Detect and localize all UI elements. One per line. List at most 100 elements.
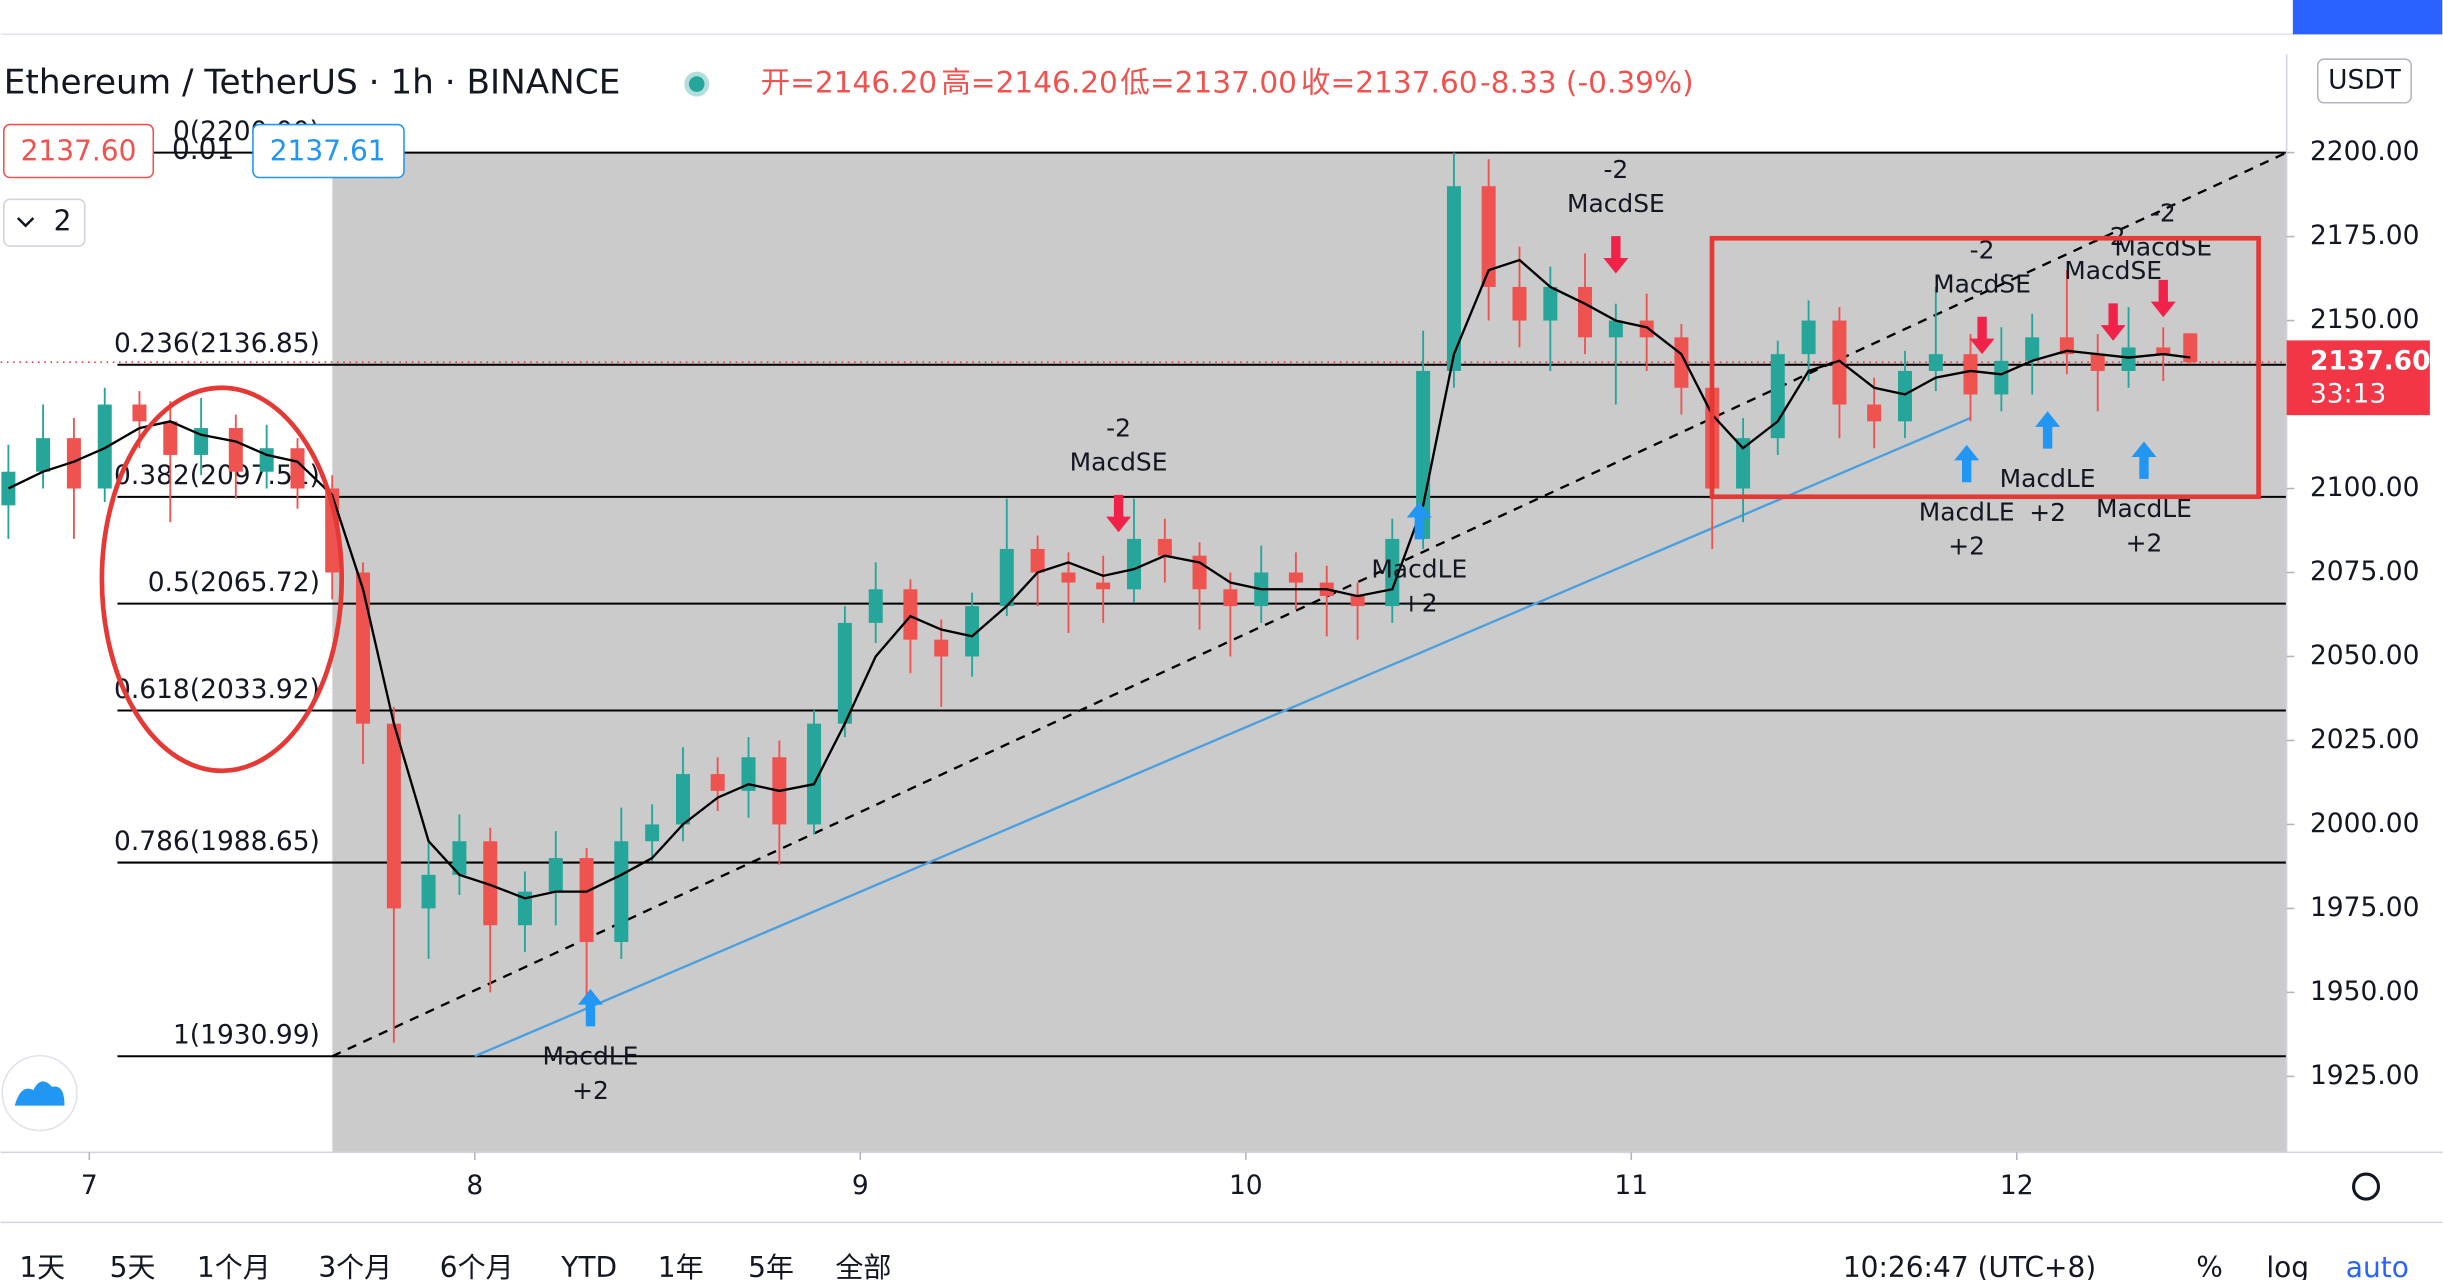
x-tick-label: 8 — [466, 1170, 483, 1201]
candle-body — [1801, 320, 1816, 355]
candle-body — [2090, 354, 2105, 371]
indicator-count: 2 — [54, 205, 72, 238]
candle-body — [356, 572, 371, 724]
highlight-ellipse — [99, 385, 345, 774]
candle-body — [483, 841, 498, 926]
fib-background — [332, 152, 2287, 1153]
candle-body — [645, 824, 660, 842]
candle-body — [1543, 286, 1558, 321]
candle-body — [1157, 538, 1172, 556]
candle-body — [2156, 347, 2171, 355]
candle-body — [579, 858, 594, 943]
logo-icon — [14, 1081, 65, 1106]
candle-body — [36, 438, 51, 472]
y-tick-label: 1950.00 — [2310, 976, 2419, 1007]
spread: 0.01 — [172, 133, 234, 166]
candle-body — [1897, 370, 1912, 422]
publish-button[interactable] — [2292, 0, 2443, 35]
signal-arrow — [1969, 316, 1995, 355]
candle-body — [1030, 548, 1045, 573]
candle-body — [1736, 438, 1751, 489]
range-button[interactable]: 3个月 — [318, 1251, 392, 1280]
signal-kind: MacdLE — [1919, 497, 2015, 526]
signal-arrow — [1406, 501, 1432, 540]
candle-body — [1608, 320, 1623, 338]
indicator-toggle[interactable] — [3, 198, 86, 247]
candle-body — [66, 438, 81, 489]
ohlc-value: -8.33 (-0.39%) — [1480, 66, 1694, 100]
candle-body — [1832, 320, 1847, 405]
bid-box[interactable] — [3, 123, 155, 179]
fib-label: 1(1930.99) — [173, 1020, 320, 1051]
candle-body — [1481, 186, 1496, 287]
candle-body — [1416, 370, 1431, 539]
range-button[interactable]: 5年 — [748, 1251, 794, 1280]
fib-label: 0.786(1988.65) — [114, 826, 320, 857]
candle-body — [290, 448, 305, 489]
candle-body — [2183, 333, 2198, 363]
candle-body — [1639, 320, 1654, 338]
candle-body — [1, 471, 16, 506]
signal-qty: +2 — [1401, 589, 1438, 618]
candle-body — [999, 548, 1014, 607]
status-dot — [688, 76, 705, 92]
candle-body — [1096, 582, 1111, 590]
signal-kind: MacdLE — [1371, 554, 1467, 583]
signal-qty: +2 — [2126, 528, 2163, 557]
x-tick-label: 12 — [2000, 1170, 2034, 1201]
y-tick-label: 2175.00 — [2310, 220, 2419, 251]
y-tick-label: 1975.00 — [2310, 892, 2419, 923]
scale-mode[interactable]: auto — [2346, 1251, 2409, 1280]
y-tick-label: 2050.00 — [2310, 640, 2419, 671]
candle-body — [1994, 360, 2009, 395]
candle-body — [386, 723, 401, 909]
candle-body — [421, 874, 436, 909]
y-tick-label: 2075.00 — [2310, 556, 2419, 587]
ask: 2137.61 — [270, 135, 386, 168]
candle-body — [132, 404, 147, 422]
ask-box[interactable] — [252, 123, 405, 179]
x-tick-label: 7 — [81, 1170, 98, 1201]
candle-body — [1512, 286, 1527, 321]
candle-body — [741, 757, 756, 791]
signal-qty: -2 — [2151, 198, 2176, 227]
candle-body — [868, 589, 883, 623]
ohlc-value: 高=2146.20 — [941, 66, 1118, 100]
currency: USDT — [2328, 64, 2402, 95]
range-button[interactable]: 6个月 — [440, 1251, 514, 1280]
signal-kind: MacdSE — [1070, 448, 1168, 477]
candle-body — [548, 858, 563, 892]
range-button[interactable]: 全部 — [835, 1251, 891, 1280]
signal-qty: -2 — [1106, 413, 1131, 442]
ohlc-value: 开=2146.20 — [761, 66, 938, 100]
candle-body — [452, 841, 467, 875]
candle-body — [903, 589, 918, 640]
candle-body — [97, 404, 112, 489]
range-button[interactable]: 1年 — [658, 1251, 704, 1280]
bid: 2137.60 — [21, 135, 137, 168]
candle-body — [1350, 596, 1365, 607]
moving-average — [7, 258, 2191, 900]
candle-body — [1674, 337, 1689, 388]
signal-kind: MacdSE — [1933, 270, 2031, 299]
candle-body — [2121, 347, 2136, 371]
candle-body — [934, 639, 949, 657]
highlight-box — [1709, 235, 2261, 500]
fib-label: 0.382(2097.51) — [114, 460, 320, 491]
scale-mode[interactable]: log — [2266, 1251, 2309, 1280]
x-tick-label: 9 — [852, 1170, 869, 1201]
range-button[interactable]: 5天 — [110, 1251, 156, 1280]
range-button[interactable]: 1个月 — [197, 1251, 271, 1280]
y-tick-label: 1925.00 — [2310, 1060, 2419, 1091]
candle-body — [965, 606, 980, 657]
signal-qty: -2 — [1603, 155, 1628, 184]
settings-icon[interactable] — [2352, 1172, 2381, 1201]
range-button[interactable]: 1天 — [19, 1251, 65, 1280]
signal-kind: MacdLE — [2000, 464, 2096, 493]
range-button[interactable]: YTD — [560, 1251, 617, 1280]
currency-box[interactable] — [2316, 58, 2412, 104]
scale-mode[interactable]: % — [2196, 1251, 2223, 1280]
signal-kind: MacdSE — [2064, 256, 2162, 285]
